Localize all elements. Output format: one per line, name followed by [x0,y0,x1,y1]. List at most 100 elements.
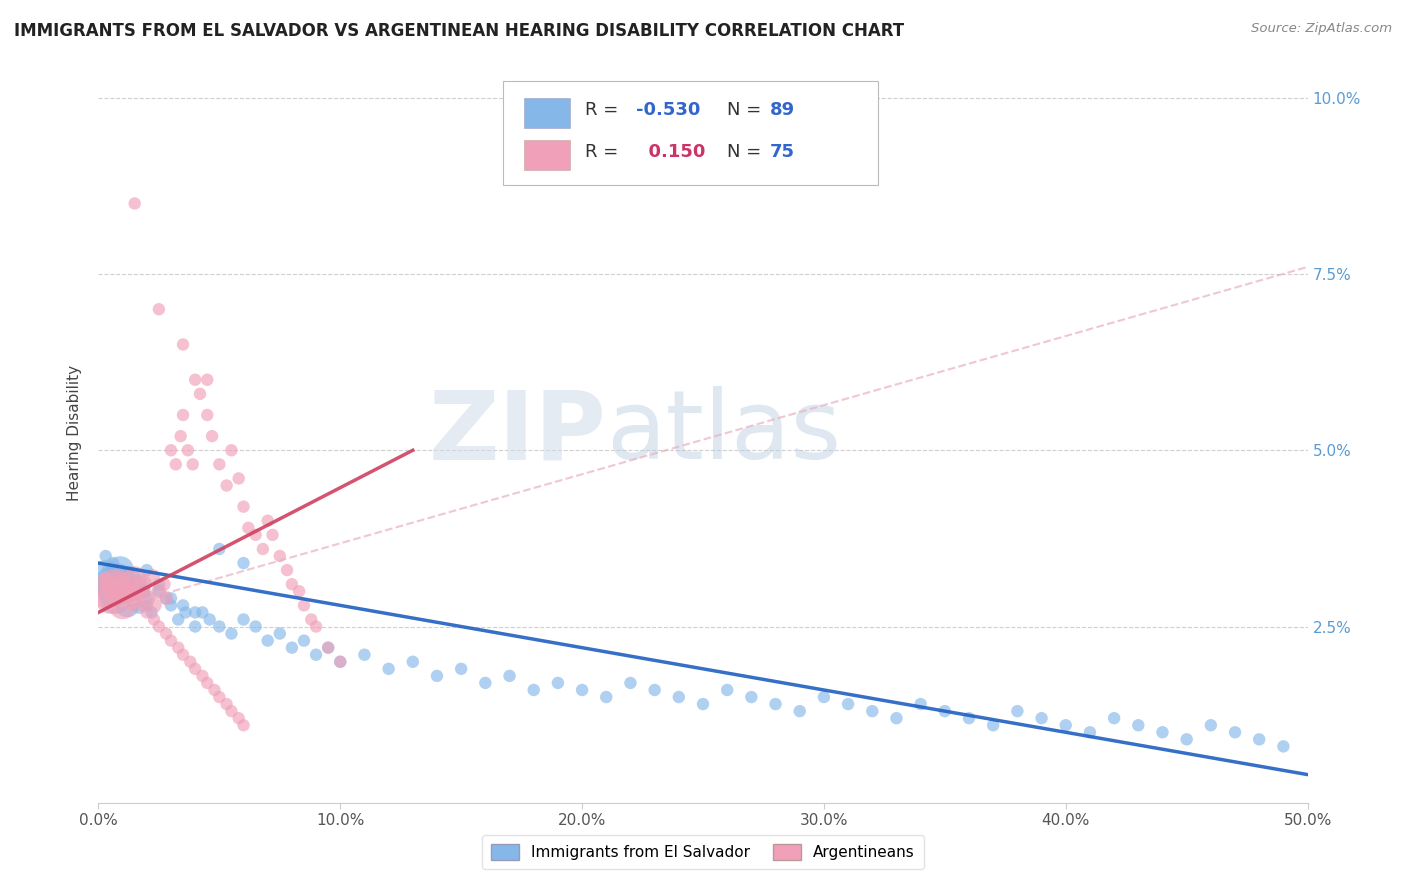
Point [160,599,183,613]
Point [111,599,134,613]
Text: IMMIGRANTS FROM EL SALVADOR VS ARGENTINEAN HEARING DISABILITY CORRELATION CHART: IMMIGRANTS FROM EL SALVADOR VS ARGENTINE… [14,22,904,40]
Point [107,570,129,584]
Point [215,478,238,492]
Point [101,556,124,570]
Point [474,676,496,690]
Point [232,612,254,626]
Point [97,563,120,577]
Point [172,648,194,662]
Point [208,690,231,704]
Point [167,640,190,655]
Point [100,584,122,599]
Point [232,556,254,570]
Point [152,577,174,591]
Point [117,584,139,599]
Point [104,591,127,606]
Point [172,599,194,613]
Point [228,711,250,725]
Point [134,591,156,606]
Point [299,612,322,626]
Text: N =: N = [727,101,768,119]
Point [121,591,143,606]
Point [118,570,141,584]
Point [184,373,207,387]
Point [148,584,170,599]
Point [716,683,738,698]
Text: R =: R = [585,101,623,119]
Point [174,606,197,620]
Point [204,683,226,698]
Point [1128,718,1150,732]
Point [128,599,150,613]
Point [1102,711,1125,725]
Point [101,584,124,599]
Point [269,549,291,563]
Point [910,697,932,711]
Text: 0.150: 0.150 [637,143,706,161]
Point [143,612,166,626]
Point [191,606,214,620]
Point [981,718,1004,732]
Point [114,584,136,599]
Point [426,669,449,683]
Point [97,577,120,591]
Point [837,697,859,711]
Point [305,648,328,662]
Point [155,591,177,606]
Point [316,640,339,655]
Point [740,690,762,704]
Point [353,648,375,662]
Point [201,429,224,443]
Point [789,704,811,718]
Point [813,690,835,704]
Legend: Immigrants from El Salvador, Argentineans: Immigrants from El Salvador, Argentinean… [482,835,924,869]
Point [177,443,200,458]
Point [221,704,243,718]
Point [269,626,291,640]
Point [181,458,204,472]
Point [148,584,170,599]
Point [111,570,134,584]
Text: -0.530: -0.530 [637,101,700,119]
Text: 75: 75 [769,143,794,161]
Point [198,612,221,626]
Text: ZIP: ZIP [429,386,606,479]
Point [184,606,207,620]
Point [172,337,194,351]
Point [256,514,278,528]
Point [94,584,117,599]
Point [160,443,183,458]
Point [117,599,139,613]
Point [167,612,190,626]
Point [1249,732,1271,747]
Point [117,577,139,591]
Text: 89: 89 [769,101,794,119]
Point [498,669,520,683]
FancyBboxPatch shape [503,81,879,185]
Point [94,549,117,563]
FancyBboxPatch shape [524,140,569,169]
Point [1272,739,1295,754]
Point [288,584,311,599]
Point [131,584,153,599]
Point [450,662,472,676]
Point [377,662,399,676]
Point [155,591,177,606]
Point [124,584,146,599]
Point [108,584,131,599]
Point [107,570,129,584]
Text: Source: ZipAtlas.com: Source: ZipAtlas.com [1251,22,1392,36]
Point [281,640,304,655]
Point [692,697,714,711]
Point [195,408,218,422]
Point [124,591,146,606]
Point [128,584,150,599]
Point [1078,725,1101,739]
Point [141,570,163,584]
Point [191,669,214,683]
Point [402,655,425,669]
Point [131,577,153,591]
Point [238,521,260,535]
Point [94,570,117,584]
Point [100,577,122,591]
